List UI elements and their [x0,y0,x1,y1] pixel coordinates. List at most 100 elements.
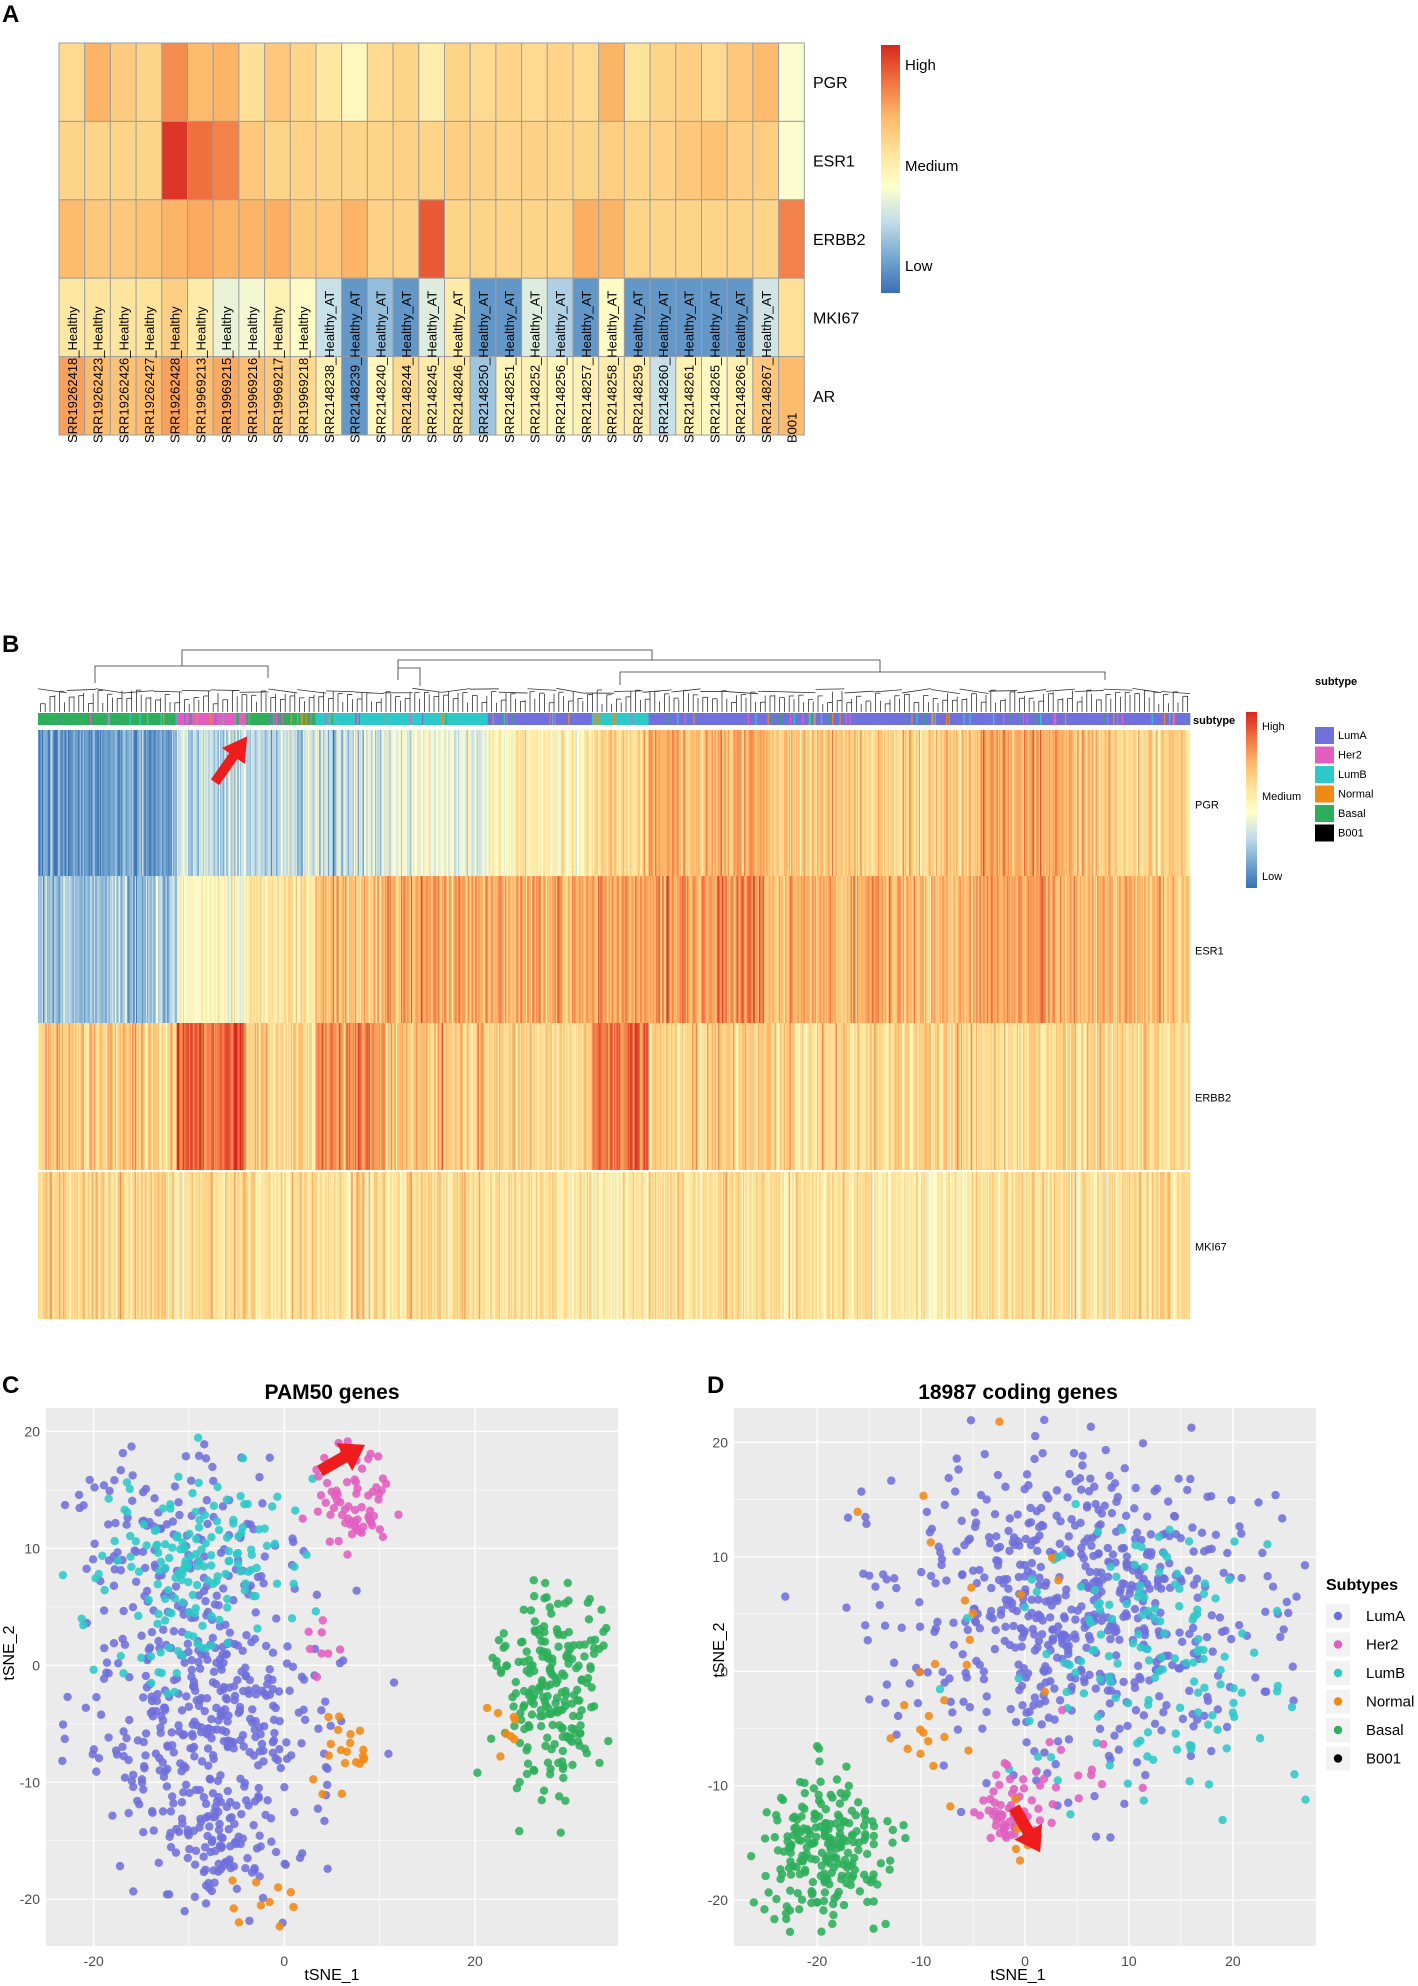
heatmap-column [828,730,830,877]
subtype-annotation-cell [166,713,169,725]
heatmap-column [607,1023,610,1170]
heatmap-column [325,1023,327,1170]
heatmap-column [1116,1023,1119,1170]
heatmap-column [55,876,57,1023]
heatmap-column [669,1172,672,1319]
heatmap-column [243,1172,246,1319]
heatmap-column [248,876,251,1023]
subtype-annotation-cell [911,713,913,725]
heatmap-column [382,1023,384,1170]
heatmap-column [1085,1023,1088,1170]
heatmap-column [151,730,154,877]
heatmap-column [746,730,749,877]
subtype-annotation-cell [607,713,610,725]
subtype-annotation-cell [195,713,197,725]
heatmap-column [77,1023,80,1170]
heatmap-column [472,730,475,877]
heatmap-column [1035,1023,1037,1170]
subtype-annotation-cell [164,713,166,725]
subtype-annotation-cell [186,713,189,725]
subtype-annotation-cell [181,713,184,725]
heatmap-column [544,1023,547,1170]
heatmap-column [327,1172,330,1319]
heatmap-column [223,730,226,877]
heatmap-column [516,1023,518,1170]
heatmap-column [278,876,280,1023]
heatmap-column [721,730,724,877]
heatmap-column [853,730,855,877]
heatmap-column [922,876,924,1023]
heatmap-column [513,876,516,1023]
heatmap-column [927,876,929,1023]
heatmap-column [471,730,474,877]
heatmap-column [989,730,991,877]
subtype-annotation-cell [262,713,264,725]
subtype-annotation-cell [832,713,834,725]
heatmap-column [1126,1023,1129,1170]
heatmap-column [238,1172,241,1319]
subtype-annotation-cell [548,713,550,725]
subtype-annotation-cell [517,713,519,725]
heatmap-column [575,1023,578,1170]
subtype-annotation-cell [215,713,217,725]
heatmap-column [793,730,796,877]
subtype-annotation-cell [631,713,633,725]
heatmap-column [159,730,161,877]
heatmap-column [104,1023,107,1170]
heatmap-column [778,1023,781,1170]
heatmap-column [978,730,980,877]
heatmap-column [177,876,180,1023]
heatmap-column [1046,1023,1048,1170]
heatmap-column [300,1172,303,1319]
heatmap-column [674,876,677,1023]
subtype-annotation-cell [68,713,71,725]
heatmap-column [799,1023,802,1170]
heatmap-column [460,730,462,877]
heatmap-column [922,1023,924,1170]
heatmap-column [107,876,109,1023]
heatmap-column [1063,730,1066,877]
heatmap-column [403,876,405,1023]
heatmap-column [400,1172,403,1319]
heatmap-column [654,876,657,1023]
heatmap-column [980,1172,983,1319]
heatmap-column [1098,876,1100,1023]
subtype-annotation-cell [383,713,386,725]
sample-label-a: SRR2148239_Healthy_AT [348,291,363,443]
heatmap-column [91,1023,93,1170]
heatmap-column [59,1023,61,1170]
heatmap-column [815,1023,818,1170]
subtype-annotation-cell [1085,713,1088,725]
heatmap-column [796,730,798,877]
subtype-annotation-cell [495,713,497,725]
heatmap-column [369,1023,372,1170]
heatmap-column [387,730,389,877]
subtype-annotation-cell [1124,713,1126,725]
heatmap-cell [58,42,86,122]
heatmap-column [649,876,652,1023]
heatmap-column [207,876,210,1023]
heatmap-column [1114,876,1116,1023]
subtype-annotation-cell [1123,713,1125,725]
heatmap-column [243,876,246,1023]
heatmap-cell [366,42,394,122]
subtype-annotation-cell [41,713,44,725]
heatmap-column [237,876,239,1023]
heatmap-column [886,876,889,1023]
heatmap-column [87,1172,90,1319]
heatmap-column [653,876,656,1023]
heatmap-column [1007,876,1010,1023]
subtype-annotation-cell [813,713,815,725]
heatmap-column [647,1172,649,1319]
heatmap-column [330,1172,332,1319]
heatmap-column [669,1023,672,1170]
heatmap-column [815,876,818,1023]
heatmap-column [311,1023,314,1170]
heatmap-column [161,876,164,1023]
heatmap-column [311,730,314,877]
subtype-annotation-cell [252,713,254,725]
heatmap-column [140,876,143,1023]
heatmap-column [128,1172,130,1319]
heatmap-column [975,876,978,1023]
heatmap-column [294,1023,296,1170]
